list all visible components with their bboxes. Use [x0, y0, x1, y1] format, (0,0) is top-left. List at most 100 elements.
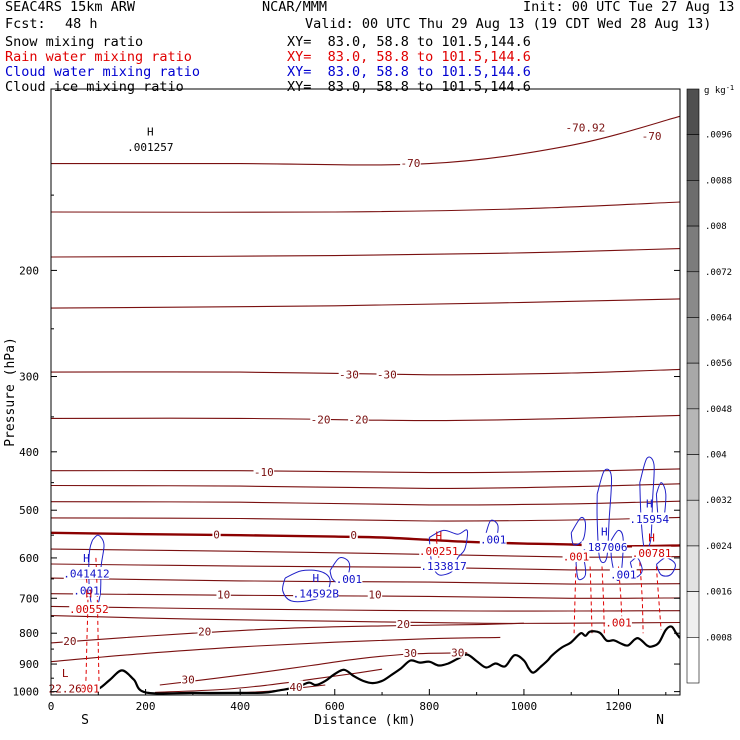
colorbar-label: .0056: [705, 359, 732, 369]
label-backdrop: [348, 412, 369, 425]
temperature-contour: [51, 548, 680, 558]
label-backdrop: [629, 512, 669, 525]
temperature-contour: [51, 500, 680, 506]
label-backdrop: [69, 602, 109, 615]
temperature-label: 30: [451, 646, 464, 659]
y-tick-label: 800: [19, 627, 39, 640]
colorbar-swatch: [686, 499, 700, 547]
colorbar-swatch: [686, 180, 700, 227]
rain-water-max-marker: H: [648, 532, 655, 545]
colorbar-label: .0032: [705, 496, 732, 506]
cloud-water-label: .001: [480, 533, 507, 546]
temperature-label: 0: [350, 529, 357, 542]
fcst-value: 48 h: [65, 16, 98, 32]
x-tick-label: 1200: [605, 700, 632, 713]
x-tick-label: 800: [419, 700, 439, 713]
temperature-contour: [51, 622, 524, 644]
temperature-contour: [51, 516, 680, 522]
y-tick-label: 1000: [13, 686, 40, 699]
label-backdrop: [420, 559, 467, 572]
x-tick-label: 600: [325, 700, 345, 713]
cloud-water-max-value: .133817: [420, 560, 466, 573]
cloud-water-max-marker: H: [646, 497, 653, 510]
y-tick-label: 700: [19, 592, 39, 605]
temperature-label: -70.92: [566, 121, 606, 134]
terrain-profile: [51, 625, 680, 695]
label-backdrop: [338, 367, 360, 380]
temperature-contour: [51, 248, 680, 258]
temperature-contours: [51, 115, 680, 694]
cloud-water-max-marker: H: [313, 572, 320, 585]
cloud-water-max-value: .14592B: [293, 588, 340, 601]
temperature-label: -20: [311, 413, 331, 426]
rain-water-contour: [589, 566, 593, 634]
colorbar-label: .0016: [705, 588, 732, 598]
endpoint-left: S: [81, 713, 89, 728]
colorbar-swatch: [686, 591, 700, 638]
colorbar-swatch: [686, 88, 700, 135]
rain-water-label: .001: [563, 551, 590, 564]
temperature-label: 30: [404, 647, 417, 660]
label-backdrop: [396, 617, 411, 630]
temperature-contour: [51, 483, 680, 489]
temperature-label: 10: [368, 588, 381, 601]
label-backdrop: [632, 546, 672, 559]
temperature-contour: [51, 605, 680, 612]
snow-max-value: .001257: [127, 141, 173, 154]
label-backdrop: [288, 680, 304, 693]
label-backdrop: [127, 140, 174, 153]
x-tick-label: 0: [48, 700, 55, 713]
label-backdrop: [310, 412, 331, 425]
label-backdrop: [212, 528, 221, 541]
label-backdrop: [565, 120, 606, 133]
rain-water-max-marker: H: [435, 529, 442, 542]
label-backdrop: [641, 129, 662, 142]
cloud-water-max-marker: H: [83, 552, 90, 565]
colorbar-label: .0096: [705, 131, 732, 141]
temperature-contour: [51, 531, 680, 548]
temperature-contour: [159, 652, 468, 686]
rain-water-max-value: .00781: [632, 547, 672, 560]
label-backdrop: [62, 634, 78, 647]
temperature-contour: [51, 298, 680, 309]
colorbar-swatch: [686, 317, 700, 364]
endpoint-right: N: [656, 713, 664, 728]
temperature-contour: [51, 468, 680, 474]
temperature-contour: [51, 201, 680, 213]
y-tick-label: 300: [19, 371, 39, 384]
field-xy-cloud-water: XY= 83.0, 58.8 to 101.5,144.6: [287, 64, 531, 80]
field-xy-cloud-ice: XY= 83.0, 58.8 to 101.5,144.6: [287, 79, 531, 95]
temperature-label: -10: [254, 466, 274, 479]
contour-labels: -70 -70 -70.92 -30 -30 -20 -20 -10 0 0 10 10 20 20 20 3…: [49, 120, 672, 695]
x-axis-label: Distance (km): [314, 713, 416, 728]
colorbar-label: .0024: [705, 542, 732, 552]
x-tick-label: 400: [230, 700, 250, 713]
rain-water-contour: [573, 566, 577, 634]
label-backdrop: [400, 156, 421, 169]
colorbar-label: .008: [705, 222, 727, 232]
cloud-water-label: .001: [610, 568, 637, 581]
label-backdrop: [253, 465, 275, 478]
temperature-label: -30: [377, 368, 397, 381]
field-name-cloud-ice: Cloud ice mixing ratio: [5, 79, 184, 95]
temperature-label: 20: [198, 626, 211, 639]
rain-water-max-value: .00552: [69, 603, 109, 616]
label-backdrop: [180, 673, 196, 686]
colorbar-swatch: [686, 362, 700, 410]
label-backdrop: [403, 646, 418, 659]
y-tick-label: 900: [19, 658, 39, 671]
rain-water-label: .001: [605, 617, 632, 630]
colorbar-swatch: [686, 134, 700, 181]
rain-water-max-marker: H: [86, 587, 93, 600]
cloud-water-contour: [655, 557, 676, 577]
snow-max-marker: H: [147, 125, 154, 138]
label-backdrop: [581, 540, 628, 553]
init-time: Init: 00 UTC Tue 27 Aug 13: [523, 0, 735, 15]
y-tick-label: 400: [19, 446, 39, 459]
org-label: NCAR/MMM: [262, 0, 328, 15]
temperature-label: -30: [339, 368, 359, 381]
label-backdrop: [562, 550, 590, 563]
colorbar-swatch: [686, 271, 700, 318]
